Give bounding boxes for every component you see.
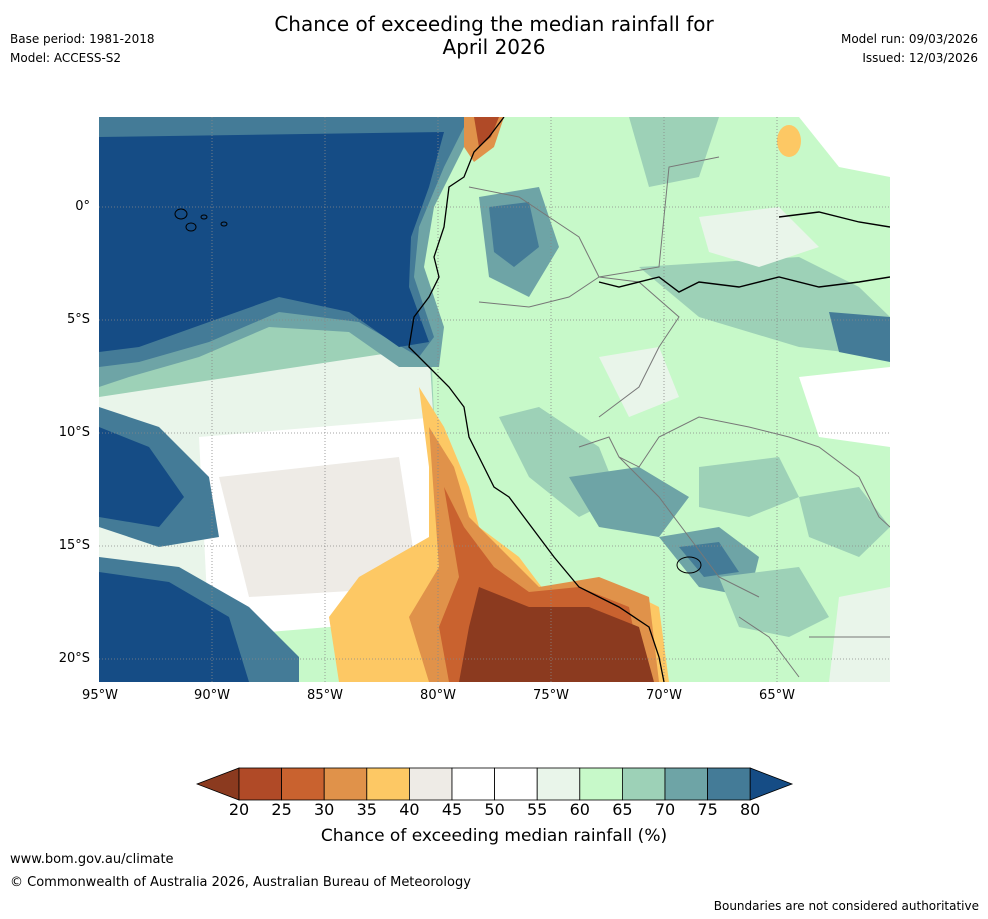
colourbar-swatch [536, 767, 581, 801]
page-title: Chance of exceeding the median rainfall … [0, 13, 988, 59]
model-name: Model: ACCESS-S2 [10, 51, 122, 65]
near-median-region [599, 347, 679, 417]
colourbar-tick-label: 75 [697, 800, 718, 819]
colourbar-swatch [621, 767, 666, 801]
colourbar-swatch [579, 767, 623, 801]
base-period: Base period: 1981-2018 [10, 32, 155, 46]
colourbar-tick-label: 80 [740, 800, 761, 819]
rainfall-map [99, 117, 890, 682]
copyright-notice: © Commonwealth of Australia 2026, Austra… [10, 875, 471, 890]
high-chance-region [99, 572, 249, 682]
lon-label-65w: 65°W [759, 688, 795, 703]
meta-left: Base period: 1981-2018 Model: ACCESS-S2 [10, 32, 155, 70]
colourbar-swatch [451, 767, 495, 801]
high-chance-region [679, 542, 739, 577]
colourbar-swatch [494, 767, 538, 801]
colourbar-swatch [238, 767, 282, 801]
colourbar [195, 766, 796, 802]
high-chance-region [99, 132, 444, 352]
colourbar-swatch [366, 767, 410, 801]
galapagos-islands [174, 208, 228, 232]
lat-label-5s: 5°S [66, 312, 90, 327]
high-chance-region [699, 457, 799, 517]
lat-label-20s: 20°S [58, 651, 90, 666]
near-median-region [799, 117, 890, 177]
model-run: Model run: 09/03/2026 [840, 32, 978, 46]
colourbar-swatch [664, 767, 708, 801]
lon-label-85w: 85°W [307, 688, 343, 703]
meta-right: Model run: 09/03/2026 Issued: 12/03/2026 [841, 32, 978, 70]
colourbar-label: Chance of exceeding median rainfall (%) [320, 826, 668, 846]
source-url: www.bom.gov.au/climate [10, 852, 174, 867]
ocean-band [219, 457, 419, 597]
colourbar-tick-label: 40 [399, 800, 420, 819]
high-chance-region [629, 117, 719, 187]
near-median-region [829, 587, 890, 682]
high-chance-region [719, 567, 829, 637]
colourbar-swatch [323, 767, 368, 801]
lon-label-90w: 90°W [194, 688, 230, 703]
issued-date: Issued: 12/03/2026 [862, 51, 978, 65]
colourbar-tick-label: 55 [527, 800, 548, 819]
colourbar-tick-label: 20 [228, 800, 250, 819]
low-chance-region [777, 125, 801, 157]
colourbar-tick-label: 25 [271, 800, 292, 819]
title-line-2: April 2026 [442, 35, 546, 59]
rivers [598, 211, 890, 293]
lon-label-80w: 80°W [420, 688, 456, 703]
lat-label-0: 0° [75, 199, 90, 214]
high-chance-region [829, 312, 890, 362]
coastline [408, 117, 665, 682]
map-canvas [99, 117, 890, 682]
colourbar-tick-label: 45 [441, 800, 463, 819]
country-borders [468, 156, 890, 678]
colourbar-extend-high [749, 767, 794, 801]
colourbar-extend-low [195, 767, 240, 801]
colourbar-swatch [707, 767, 751, 801]
boundary-disclaimer: Boundaries are not considered authoritat… [713, 899, 979, 913]
colourbar-swatches [195, 767, 794, 801]
colourbar-tick-label: 70 [654, 800, 676, 819]
high-chance-region [799, 487, 890, 557]
colourbar-swatch [281, 767, 325, 801]
lake-titicaca [676, 556, 702, 574]
colourbar-tick-label: 35 [356, 800, 377, 819]
high-chance-region [569, 467, 689, 537]
low-chance-region [474, 117, 499, 147]
near-median-region [699, 207, 819, 267]
colourbar-tick-label: 60 [569, 800, 590, 819]
lat-label-15s: 15°S [58, 538, 90, 553]
lon-label-75w: 75°W [533, 688, 569, 703]
colourbar-swatch [408, 767, 453, 801]
near-median-region [799, 367, 890, 447]
lon-label-95w: 95°W [82, 688, 118, 703]
title-line-1: Chance of exceeding the median rainfall … [274, 12, 714, 36]
high-chance-region [489, 202, 539, 267]
colourbar-tick-label: 50 [484, 800, 505, 819]
lon-label-70w: 70°W [646, 688, 682, 703]
lat-label-10s: 10°S [58, 425, 90, 440]
graticule [99, 117, 890, 682]
colourbar-tick-label: 65 [612, 800, 633, 819]
colourbar-tick-label: 30 [314, 800, 335, 819]
low-chance-region [459, 587, 654, 682]
high-chance-region [99, 427, 184, 527]
